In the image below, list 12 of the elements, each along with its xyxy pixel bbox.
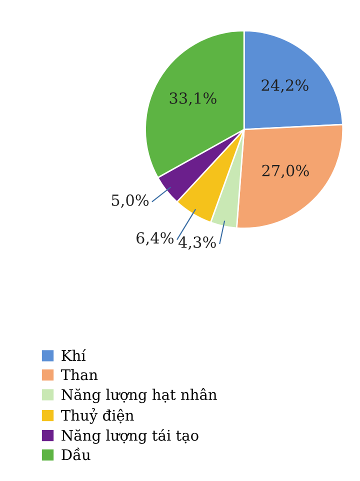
legend-label: Than (61, 368, 98, 380)
data-label: 27,0% (262, 164, 309, 178)
legend-label: Thuỷ điện (61, 408, 134, 424)
legend-label: Năng lượng hạt nhân (62, 388, 217, 404)
legend-label: Năng lượng tái tạo (62, 428, 198, 444)
data-label: 6,4% (136, 232, 174, 246)
data-label: 24,2% (262, 79, 308, 93)
legend-label: Dầu (62, 448, 90, 460)
data-label: 4,3% (178, 236, 216, 250)
legend-label: Khí (62, 349, 86, 361)
data-label: 5,0% (112, 194, 149, 208)
data-label: 33,1% (170, 92, 216, 106)
